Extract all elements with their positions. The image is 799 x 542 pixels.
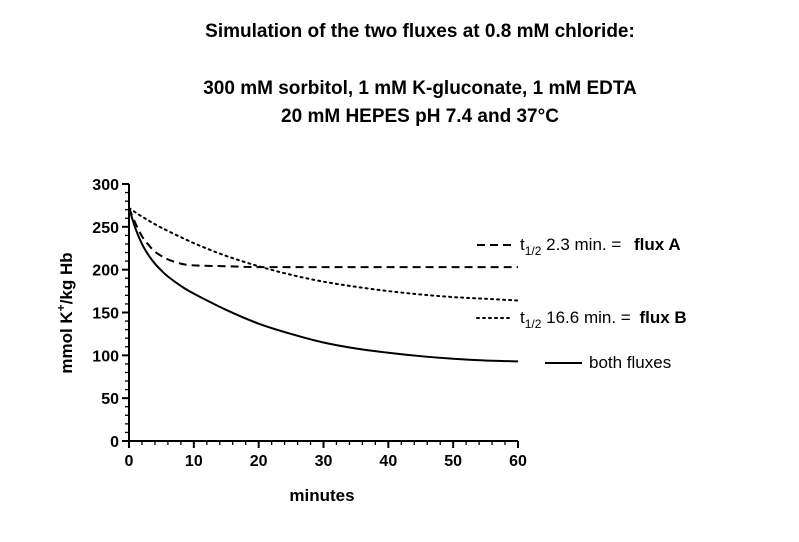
y-axis-label: mmol K+/kg Hb — [54, 252, 76, 373]
y-axis-label-sup: + — [54, 304, 68, 311]
x-axis-label: minutes — [289, 486, 354, 505]
x-axis-ticks: 0 10 20 30 40 50 60 — [125, 441, 527, 470]
title-line-2: 300 mM sorbitol, 1 mM K-gluconate, 1 mM … — [203, 78, 637, 99]
title-line-1: Simulation of the two fluxes at 0.8 mM c… — [205, 21, 635, 42]
legend-flux-b-t: t — [520, 308, 525, 327]
y-tick-label: 200 — [92, 263, 119, 280]
y-tick-label: 0 — [110, 434, 119, 451]
y-tick-label: 300 — [92, 177, 119, 194]
axes — [128, 184, 518, 442]
legend-flux-b-text: 16.6 min. = — [541, 308, 635, 327]
legend-label-flux-b: t1/2 16.6 min. = flux B — [520, 308, 687, 331]
x-tick-label: 10 — [185, 453, 203, 470]
series-line-flux_b — [128, 206, 519, 302]
legend-label-both: both fluxes — [589, 353, 671, 372]
legend-label-flux-a: t1/2 2.3 min. = flux A — [520, 235, 681, 258]
x-tick-label: 60 — [509, 453, 527, 470]
y-tick-label: 250 — [92, 220, 119, 237]
legend-flux-b-strong: flux B — [639, 308, 686, 327]
y-tick-label: 150 — [92, 306, 119, 323]
y-axis-label-part2: /kg Hb — [57, 252, 76, 304]
chart-title: Simulation of the two fluxes at 0.8 mM c… — [203, 21, 637, 127]
legend: t1/2 2.3 min. = flux A t1/2 16.6 min. = … — [476, 235, 687, 372]
series-line-both — [128, 207, 519, 363]
y-axis-label-part1: mmol K — [57, 311, 76, 374]
series-lines — [128, 206, 519, 363]
y-axis-ticks: 0 50 100 150 200 250 300 — [92, 177, 129, 451]
series-line-flux_a — [128, 207, 518, 269]
legend-flux-a-t: t — [520, 235, 525, 254]
title-line-3: 20 mM HEPES pH 7.4 and 37°C — [281, 106, 559, 127]
y-tick-label: 100 — [92, 348, 119, 365]
legend-flux-a-sub: 1/2 — [525, 244, 542, 258]
x-tick-label: 0 — [125, 453, 134, 470]
y-tick-label: 50 — [101, 391, 119, 408]
x-tick-label: 30 — [315, 453, 333, 470]
legend-flux-a-text: 2.3 min. = — [541, 235, 626, 254]
x-tick-label: 40 — [379, 453, 397, 470]
legend-flux-a-strong: flux A — [634, 235, 681, 254]
legend-flux-b-sub: 1/2 — [525, 317, 542, 331]
x-tick-label: 20 — [250, 453, 268, 470]
x-tick-label: 50 — [444, 453, 462, 470]
